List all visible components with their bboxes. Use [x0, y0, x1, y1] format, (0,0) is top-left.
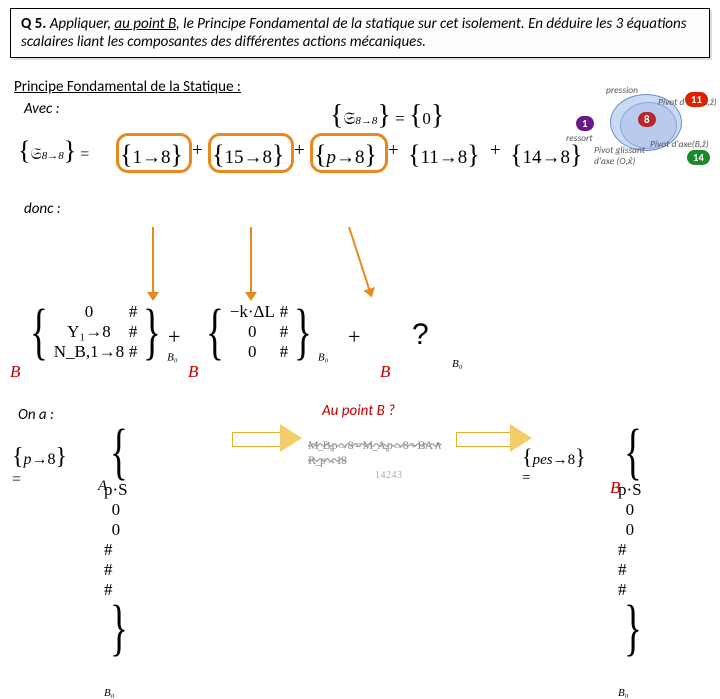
question-mark: ? [412, 318, 429, 352]
section-title: Principe Fondamental de la Statique : [14, 78, 241, 96]
sum-plus3: + [388, 140, 399, 162]
big-arrow-left [232, 424, 304, 454]
matpes-lbl: {pes→8} = [522, 444, 586, 487]
pill-8: 8 [638, 112, 656, 127]
highlight-box-2 [208, 133, 294, 173]
sum-plus2: + [294, 140, 305, 162]
sum-plus4: + [490, 140, 501, 162]
lbl-pression: pression [606, 84, 638, 96]
donc-label: donc : [24, 200, 720, 218]
scratched-formula: M_B,p→8 = M_A,p→8 + BA ∧ R_p→18 1 4 2 4 … [308, 438, 468, 481]
highlight-box-1 [116, 133, 192, 173]
torsor-sum-row: {𝔖8→8} = {1→8} + {15→8} + {p→8} + {11→8}… [12, 128, 720, 174]
arrow-3 [348, 227, 371, 292]
matrices-row: B {0Y₁→8N_B,1→8 ###}B₀ + B {−k·ΔL00 ###}… [10, 296, 710, 382]
q-text-underline: au point B [114, 15, 176, 33]
arrow-1 [152, 227, 154, 295]
plus-m2: + [348, 324, 360, 350]
sum-t4: {11→8} [408, 140, 480, 170]
matp-body: A {p·S00 ###}B₀ [104, 424, 134, 699]
matp-lbl: {p→8} = [12, 444, 67, 489]
ona-label: On a : [18, 406, 54, 424]
question-box: Q 5. Appliquer, au point B, le Principe … [10, 8, 710, 58]
matpes-body: B {p·S00 ###}B₀ [618, 424, 648, 699]
red-B-1: B [10, 362, 20, 382]
matrix-1: {0Y₁→8N_B,1→8 ###}B₀ [24, 302, 178, 363]
au-point-b: Au point B ? [322, 402, 395, 420]
sum-lhs: {𝔖8→8} = [18, 136, 89, 166]
red-B-3: B [380, 362, 390, 382]
sum-plus1: + [192, 140, 203, 162]
base-3: B₀ [452, 358, 463, 370]
highlight-box-3 [310, 133, 388, 173]
plus-m1: + [168, 324, 180, 350]
pill-11: 11 [685, 92, 708, 107]
q-text-1: Appliquer, [46, 15, 114, 33]
question-number: Q 5. [21, 15, 46, 33]
red-B-2: B [188, 362, 198, 382]
arrow-2 [250, 227, 252, 295]
sum-t5: {14→8} [510, 140, 582, 170]
matrix-2: {−k·ΔL00 ###}B₀ [200, 302, 328, 363]
